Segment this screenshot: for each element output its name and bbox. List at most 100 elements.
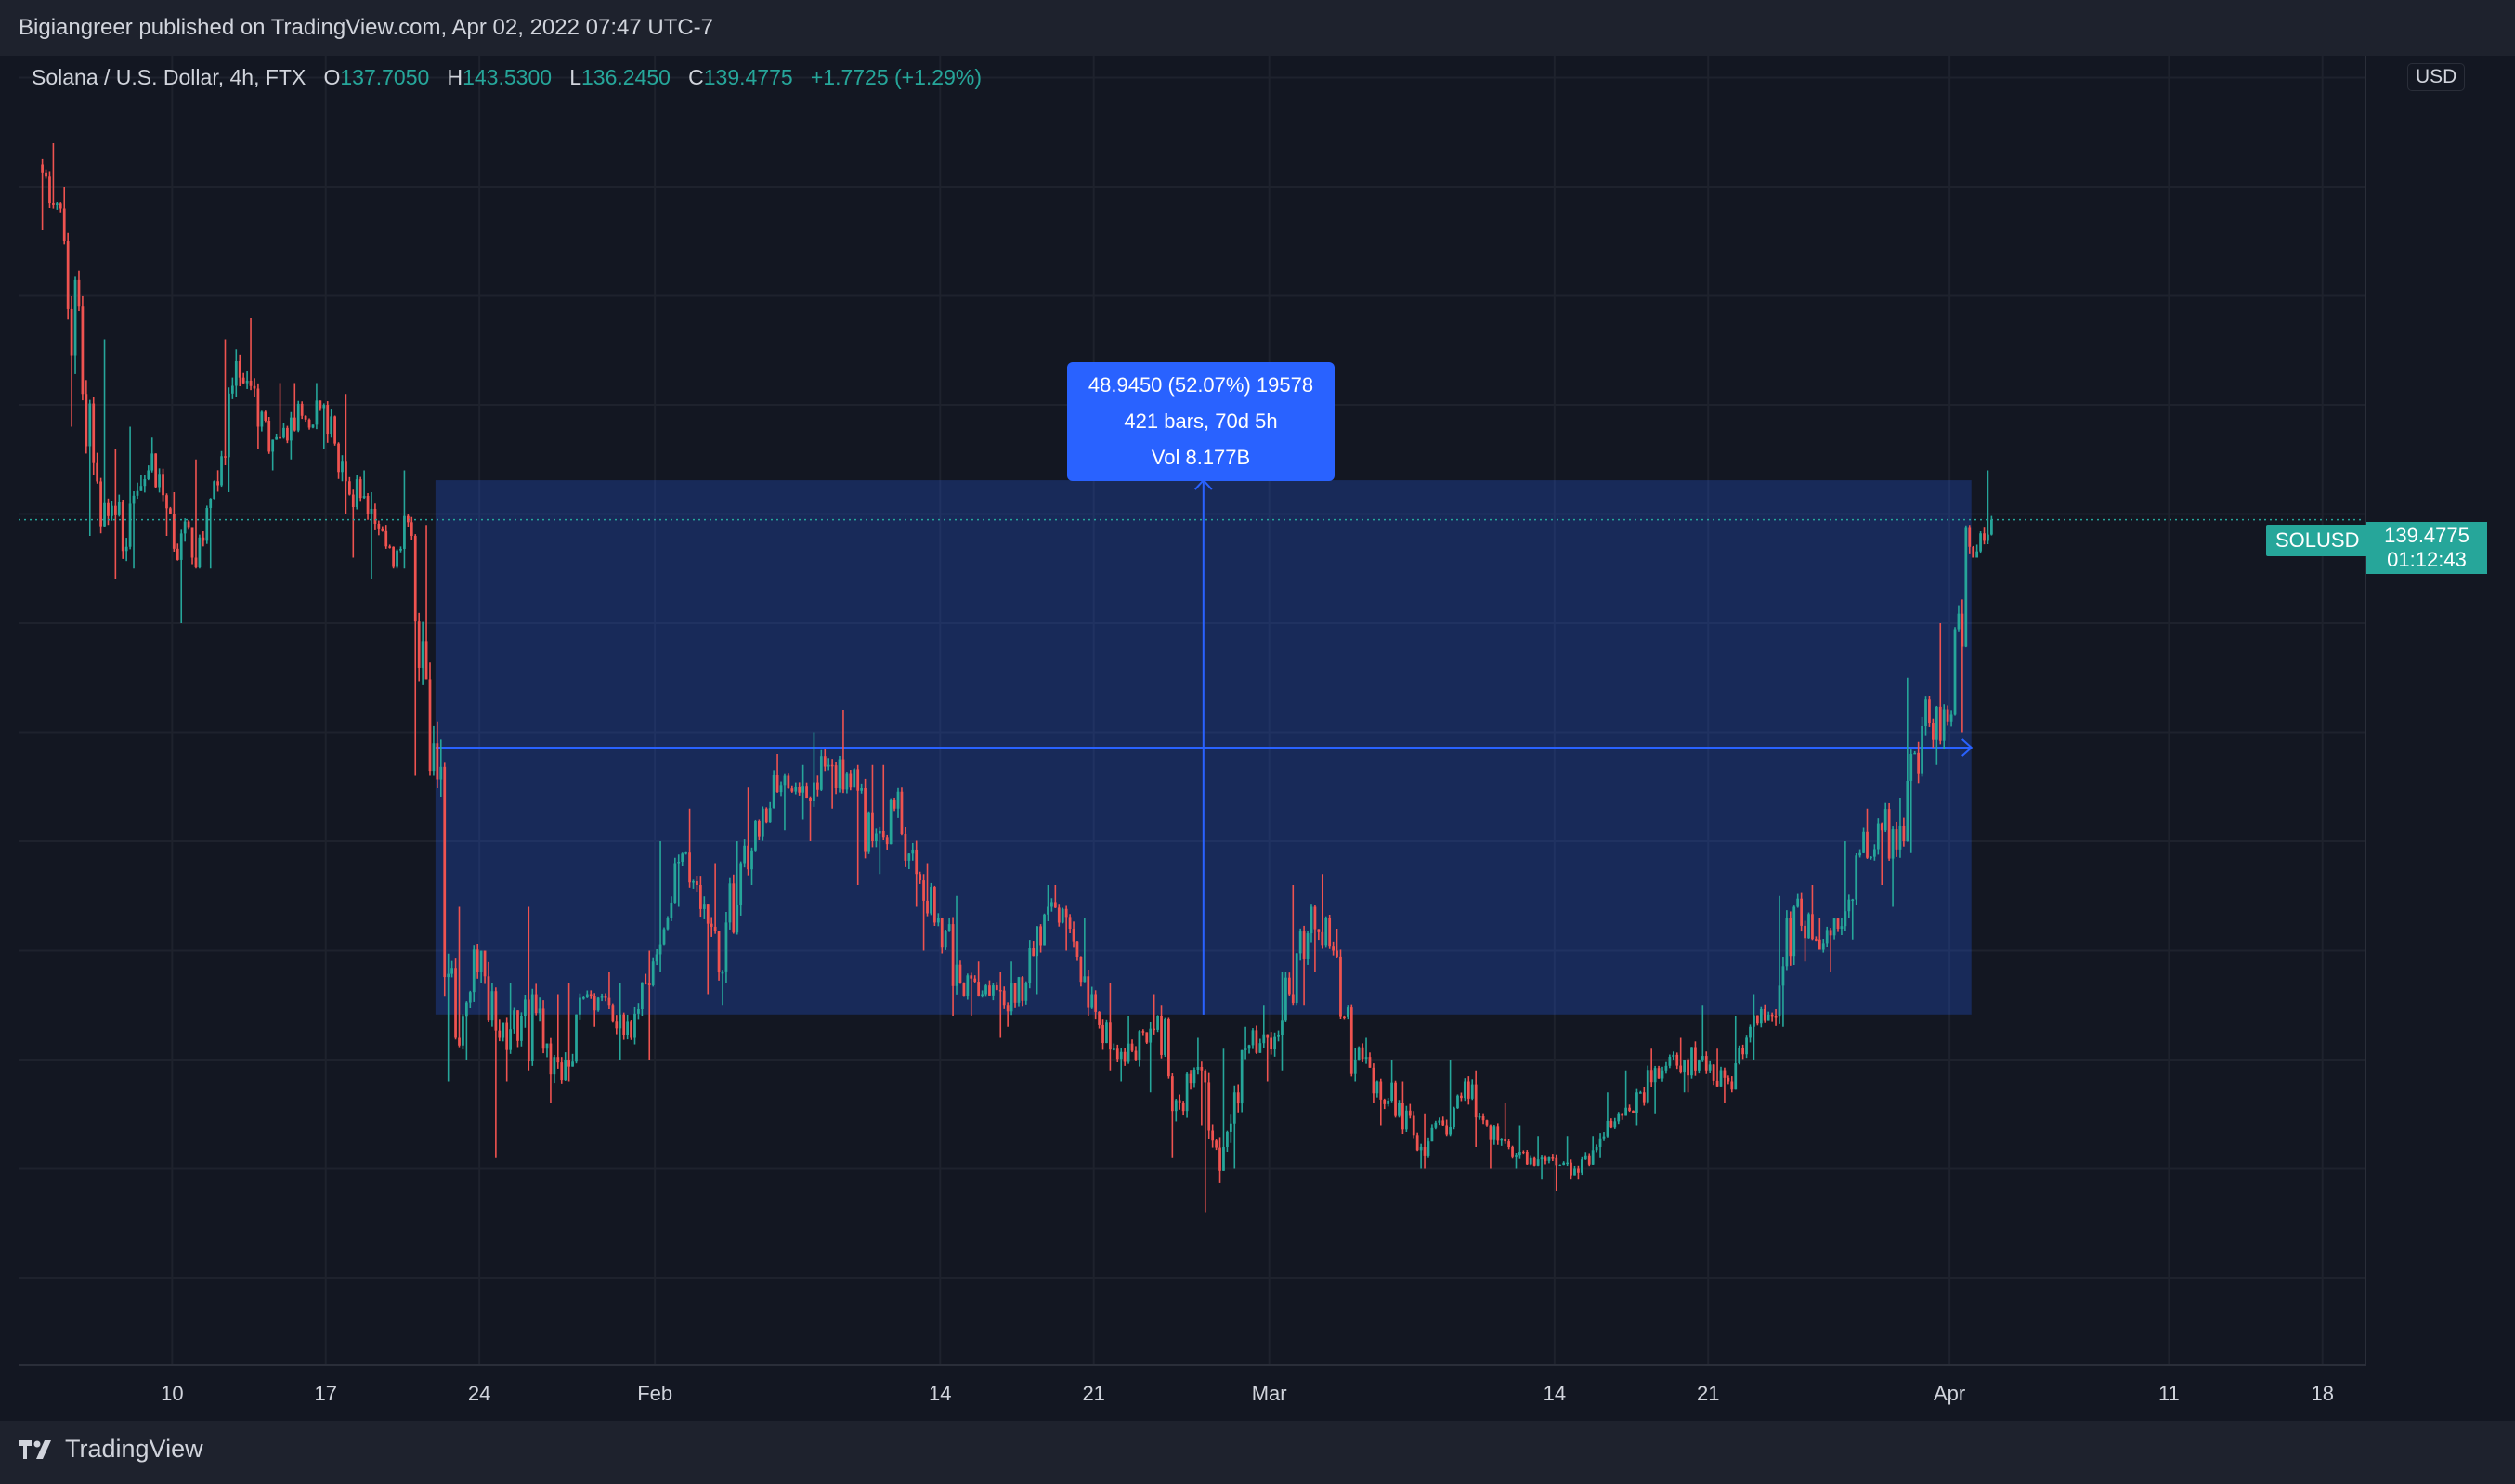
candle-body xyxy=(1832,918,1836,936)
candle-body xyxy=(1130,1043,1134,1051)
candle-body xyxy=(830,764,834,767)
candle-body xyxy=(275,436,278,440)
candle-body xyxy=(658,944,662,955)
candle-body xyxy=(1317,929,1321,932)
candle xyxy=(728,877,732,930)
candle-body xyxy=(1932,723,1935,740)
candle xyxy=(1423,1113,1427,1169)
candle xyxy=(867,811,870,854)
candle-body xyxy=(315,400,319,425)
candle xyxy=(216,470,219,492)
candle xyxy=(830,759,834,809)
candle xyxy=(1196,1037,1200,1075)
candle-body xyxy=(1141,1031,1145,1033)
candle xyxy=(1679,1037,1683,1074)
candle-body xyxy=(710,923,713,927)
candle xyxy=(717,931,721,981)
candle xyxy=(845,772,849,794)
price-chart[interactable]: 70.000080.000090.0000100.0000110.0000120… xyxy=(19,56,2366,1421)
candle-body xyxy=(754,820,757,851)
candle xyxy=(827,758,830,771)
candle xyxy=(1873,844,1876,861)
candle-body xyxy=(1057,907,1061,923)
candle xyxy=(1972,545,1975,558)
candle-body xyxy=(871,812,874,841)
candle-body xyxy=(1072,929,1075,942)
candle-body xyxy=(604,996,607,998)
candle-body xyxy=(1394,1082,1397,1116)
candle-body xyxy=(41,164,44,173)
candle-body xyxy=(1759,1009,1763,1024)
candle-body xyxy=(271,439,275,452)
candle-body xyxy=(490,991,494,1021)
candle xyxy=(1753,994,1755,1060)
candle-body xyxy=(1123,1051,1127,1062)
candle-body xyxy=(713,926,717,931)
candle xyxy=(1672,1051,1675,1061)
candle-body xyxy=(1551,1157,1555,1159)
candle-body xyxy=(377,523,381,529)
candle xyxy=(1870,856,1872,860)
time-axis[interactable]: 10 17 24 Feb 14 21 Mar 14 21 Apr 11 18 xyxy=(161,1382,2334,1405)
candle-body xyxy=(1460,1095,1463,1099)
candle xyxy=(351,489,355,558)
candle xyxy=(509,983,512,1054)
candle-body xyxy=(977,982,981,996)
tradingview-logo-icon xyxy=(19,1439,51,1459)
candle-body xyxy=(1727,1077,1730,1082)
candle-body xyxy=(256,388,260,427)
grid xyxy=(19,56,2366,1365)
candle-body xyxy=(794,786,798,792)
candle-body xyxy=(1310,906,1313,934)
candle-body xyxy=(1149,1028,1153,1043)
candle xyxy=(743,839,747,868)
candle-body xyxy=(585,994,589,998)
candle-body xyxy=(399,548,402,551)
candle xyxy=(1507,1139,1510,1150)
candle-body xyxy=(647,983,651,985)
header-bar: Bigiangreer published on TradingView.com… xyxy=(0,0,2515,56)
candle xyxy=(666,916,670,931)
candle xyxy=(1583,1152,1587,1160)
candle xyxy=(1006,1002,1010,1027)
candle-body xyxy=(1466,1081,1470,1099)
candle-body xyxy=(1211,1130,1215,1141)
candle xyxy=(1840,918,1844,936)
candle-body xyxy=(230,385,234,394)
candle xyxy=(1712,1064,1715,1086)
candle-body xyxy=(96,462,99,482)
candle xyxy=(253,378,256,397)
candle-body xyxy=(1909,753,1913,781)
candle-body xyxy=(107,502,110,516)
candle-body xyxy=(1964,527,1968,647)
candle-body xyxy=(1449,1127,1452,1135)
candle-body xyxy=(1383,1099,1387,1104)
tradingview-logo[interactable]: TradingView xyxy=(19,1435,203,1464)
measure-tooltip: 48.9450 (52.07%) 19578 421 bars, 70d 5h … xyxy=(1067,362,1335,481)
candle xyxy=(1456,1094,1459,1109)
candle-body xyxy=(509,1029,512,1050)
candle-body xyxy=(1866,831,1869,858)
candle-body xyxy=(1515,1155,1518,1157)
candle xyxy=(406,514,410,527)
candle xyxy=(370,492,373,579)
candle xyxy=(1928,695,1931,727)
candle xyxy=(1240,1049,1244,1113)
candle-body xyxy=(1284,977,1287,1021)
candle-body xyxy=(750,850,753,870)
currency-badge[interactable]: USD xyxy=(2407,63,2466,91)
candle-body xyxy=(541,1008,545,1049)
candle xyxy=(1836,918,1840,932)
candle xyxy=(615,1015,619,1035)
candle-body xyxy=(1328,918,1332,947)
candle xyxy=(311,424,315,429)
candle xyxy=(179,529,183,623)
candle xyxy=(1924,696,1927,736)
candle-body xyxy=(724,922,728,972)
candle-body xyxy=(1115,1048,1119,1060)
candle-body xyxy=(1778,985,1781,1017)
candle xyxy=(1075,941,1079,961)
candle-body xyxy=(1496,1126,1500,1141)
candle-body xyxy=(62,208,66,241)
candle xyxy=(900,787,904,836)
